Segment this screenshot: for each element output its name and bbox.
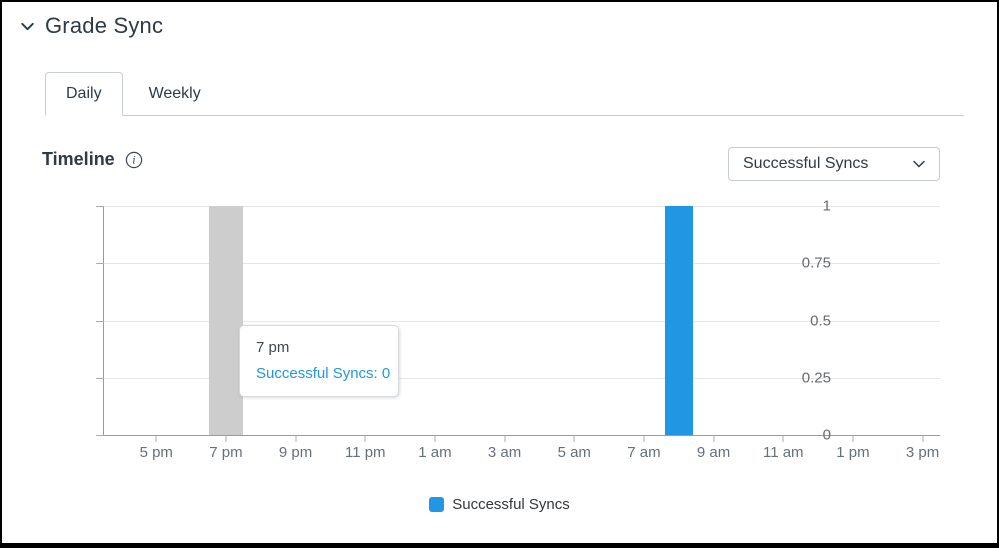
- x-axis-tick: [504, 435, 506, 442]
- tab-weekly[interactable]: Weekly: [148, 84, 201, 102]
- page-title: Grade Sync: [45, 13, 164, 38]
- x-axis-label: 7 am: [627, 444, 661, 461]
- legend-swatch: [429, 497, 445, 512]
- x-axis-tick: [852, 435, 854, 442]
- y-gridline: [104, 263, 940, 265]
- hover-column-band: [208, 206, 243, 435]
- x-axis-label: 1 am: [418, 444, 452, 461]
- y-axis-label: 0.5: [810, 312, 831, 329]
- chart-tooltip: 7 pm Successful Syncs: 0: [239, 325, 399, 397]
- x-axis-label: 3 pm: [905, 444, 940, 461]
- y-axis-tick: [96, 206, 104, 207]
- y-axis-tick: [96, 435, 104, 436]
- tooltip-hour: 7 pm: [256, 339, 290, 356]
- chevron-down-icon[interactable]: [19, 18, 36, 35]
- timeline-toolbar: Timeline i Successful Syncs: [42, 143, 957, 183]
- x-axis-tick: [295, 435, 297, 442]
- y-gridline: [104, 320, 940, 322]
- timeline-title: Timeline: [42, 149, 115, 169]
- x-axis-tick: [782, 435, 784, 442]
- info-circle-icon[interactable]: i: [125, 151, 143, 169]
- y-axis-tick: [96, 320, 104, 322]
- x-axis-tick: [573, 435, 575, 442]
- section-header: Grade Sync: [19, 13, 163, 39]
- x-axis-label: 9 pm: [278, 444, 313, 461]
- chart-plot-area: 1 0.75 0.5 0.25 0 5 pm 7 pm 9 pm 11 pm 1 am 3 am 5 …: [96, 198, 940, 461]
- y-axis-label: 0: [822, 426, 831, 444]
- svg-text:i: i: [132, 154, 135, 166]
- metric-select[interactable]: Successful Syncs: [728, 147, 940, 181]
- x-axis-label: 9 am: [696, 444, 731, 461]
- y-gridline: [104, 206, 940, 207]
- x-axis-tick: [225, 435, 227, 442]
- y-axis-label: 0.75: [801, 254, 831, 272]
- x-axis-label: 1 pm: [836, 444, 870, 461]
- x-axis-label: 5 am: [557, 444, 591, 461]
- tab-daily[interactable]: Daily: [45, 72, 123, 116]
- tooltip-series-value: Successful Syncs: 0: [256, 365, 391, 382]
- metric-select-value: Successful Syncs: [743, 155, 869, 172]
- x-axis-tick: [364, 435, 366, 442]
- tab-bar: Daily Weekly: [45, 72, 964, 116]
- x-axis-label: 11 pm: [344, 444, 386, 461]
- x-axis-label: 5 pm: [139, 444, 173, 461]
- x-axis-label: 3 am: [487, 444, 522, 461]
- x-axis-tick: [643, 435, 645, 442]
- x-axis-tick: [155, 435, 157, 442]
- y-axis-tick: [96, 377, 104, 379]
- x-axis-tick: [434, 435, 436, 442]
- y-gridline: [104, 377, 940, 379]
- x-axis-tick: [922, 435, 924, 442]
- x-axis-tick: [713, 435, 715, 442]
- chart-legend[interactable]: Successful Syncs: [2, 496, 997, 513]
- chevron-down-icon: [911, 156, 927, 172]
- successful-syncs-bar[interactable]: [664, 206, 693, 435]
- y-axis-label: 1: [822, 197, 831, 215]
- legend-label: Successful Syncs: [452, 496, 570, 513]
- y-axis-tick: [96, 263, 104, 265]
- x-axis-label: 7 pm: [209, 444, 243, 461]
- y-axis-label: 0.25: [801, 369, 831, 387]
- x-axis-label: 11 am: [762, 444, 804, 461]
